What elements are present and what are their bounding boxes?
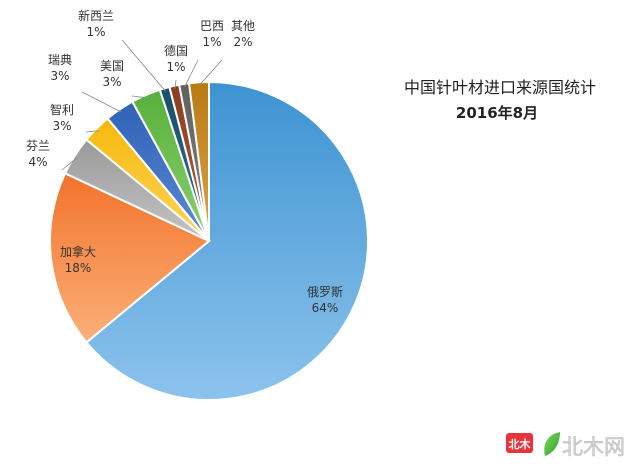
slice-label-name: 俄罗斯 [307, 285, 343, 299]
slice-label-value: 1% [202, 35, 221, 49]
slice-label-value: 18% [65, 261, 92, 275]
leader-line [174, 79, 177, 89]
chart-title: 中国针叶材进口来源国统计 [404, 78, 596, 97]
slice-label-name: 德国 [164, 43, 188, 58]
leader-line [131, 95, 148, 99]
watermark: 北木 北木网 [506, 432, 625, 459]
leader-lines [61, 39, 223, 171]
slice-label-value: 1% [166, 60, 185, 74]
slice-label-name: 其他 [231, 19, 255, 33]
leader-line [184, 59, 199, 88]
slice-label-name: 巴西 [200, 19, 224, 33]
leaf-icon [544, 432, 560, 456]
pie-slice [49, 171, 211, 344]
chart-subtitle: 2016年8月 [456, 104, 538, 122]
slice-label-value: 64% [312, 301, 339, 315]
slice-label-name: 芬兰 [26, 139, 50, 153]
slice-label-name: 智利 [50, 102, 74, 117]
watermark-brand: 北木网 [562, 435, 625, 459]
pie-slice [85, 80, 369, 401]
slice-label-value: 1% [86, 25, 105, 39]
slice-label-value: 2% [233, 35, 252, 49]
pie-slice [187, 80, 210, 242]
slice-label-value: 3% [52, 119, 71, 133]
slice-label-name: 加拿大 [60, 244, 96, 259]
watermark-badge [506, 433, 533, 453]
slice-labels: 俄罗斯 64% 加拿大 18% 芬兰 4% 智利 3% 瑞典 3% 美国 3% 新西兰 1% 德国 1% 巴西 1… [26, 8, 343, 315]
slice-label-value: 4% [28, 155, 47, 169]
slice-label-name: 新西兰 [78, 8, 114, 23]
slice-label-name: 瑞典 [48, 53, 72, 67]
leader-line [198, 59, 223, 86]
watermark-badge-text: 北木 [509, 437, 532, 451]
slice-label-name: 美国 [100, 59, 124, 73]
pie-slices [49, 80, 369, 401]
leader-line [61, 157, 78, 171]
slice-label-value: 3% [102, 75, 121, 89]
slice-label-value: 3% [50, 69, 69, 83]
leader-line [85, 130, 99, 133]
leader-line [121, 39, 166, 92]
leader-line [81, 91, 122, 113]
